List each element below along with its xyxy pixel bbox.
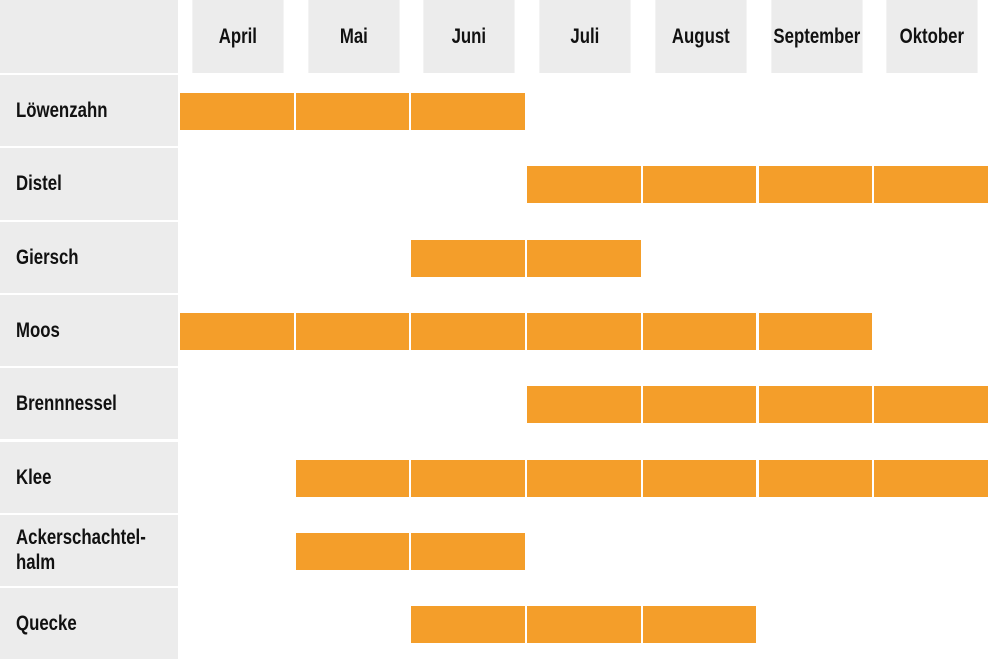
month-header-mai: Mai xyxy=(308,0,400,73)
bar-1-august xyxy=(642,166,757,204)
row-label-text: Löwenzahn xyxy=(16,99,108,123)
bar-3-mai xyxy=(295,312,410,350)
bar-5-august xyxy=(642,459,757,497)
bar-7-juni xyxy=(411,606,526,644)
bar-4-oktober xyxy=(874,386,988,424)
row-label-text: Ackerschachtel- halm xyxy=(16,526,146,575)
row-label-text: Quecke xyxy=(16,612,77,636)
header-corner xyxy=(0,0,178,73)
bar-2-juli xyxy=(527,239,641,277)
bar-3-juli xyxy=(527,312,641,350)
bar-6-mai xyxy=(295,532,410,570)
row-label-text: Giersch xyxy=(16,245,79,269)
bar-0-juni xyxy=(411,93,526,130)
bar-6-juni xyxy=(411,532,526,570)
row-label: Giersch xyxy=(0,221,178,293)
row-label-text: Distel xyxy=(16,172,62,196)
row-label: Distel xyxy=(0,148,178,220)
month-header-april: April xyxy=(192,0,284,73)
bar-4-september xyxy=(758,386,873,424)
month-header-september: September xyxy=(770,0,862,73)
bar-7-august xyxy=(642,606,757,644)
row-label: Brennnessel xyxy=(0,368,178,440)
row-label: Löwenzahn xyxy=(0,75,178,147)
bar-1-juli xyxy=(527,166,641,204)
bar-7-juli xyxy=(527,606,641,644)
bar-4-august xyxy=(642,386,757,424)
bar-3-april xyxy=(180,312,294,350)
bar-4-juli xyxy=(527,386,641,424)
row-label: Klee xyxy=(0,441,178,513)
row-label-text: Moos xyxy=(16,318,60,342)
row-label: Ackerschachtel- halm xyxy=(0,514,178,587)
month-header-august: August xyxy=(655,0,747,73)
bar-0-april xyxy=(180,93,294,130)
bar-5-juni xyxy=(411,459,526,497)
bar-3-september xyxy=(758,312,873,350)
bar-3-juni xyxy=(411,312,526,350)
month-header-juni: Juni xyxy=(423,0,515,73)
bar-1-september xyxy=(758,166,873,204)
month-header-oktober: Oktober xyxy=(886,0,978,73)
bar-1-oktober xyxy=(874,166,988,204)
row-label-text: Klee xyxy=(16,465,52,489)
bar-2-juni xyxy=(411,239,526,277)
bar-5-juli xyxy=(527,459,641,497)
bar-5-september xyxy=(758,459,873,497)
bar-0-mai xyxy=(295,93,410,130)
bar-3-august xyxy=(642,312,757,350)
bar-5-mai xyxy=(295,459,410,497)
bar-5-oktober xyxy=(874,459,988,497)
row-label: Moos xyxy=(0,294,178,367)
month-header-juli: Juli xyxy=(539,0,631,73)
row-label: Quecke xyxy=(0,588,178,660)
row-label-text: Brennnessel xyxy=(16,392,117,416)
